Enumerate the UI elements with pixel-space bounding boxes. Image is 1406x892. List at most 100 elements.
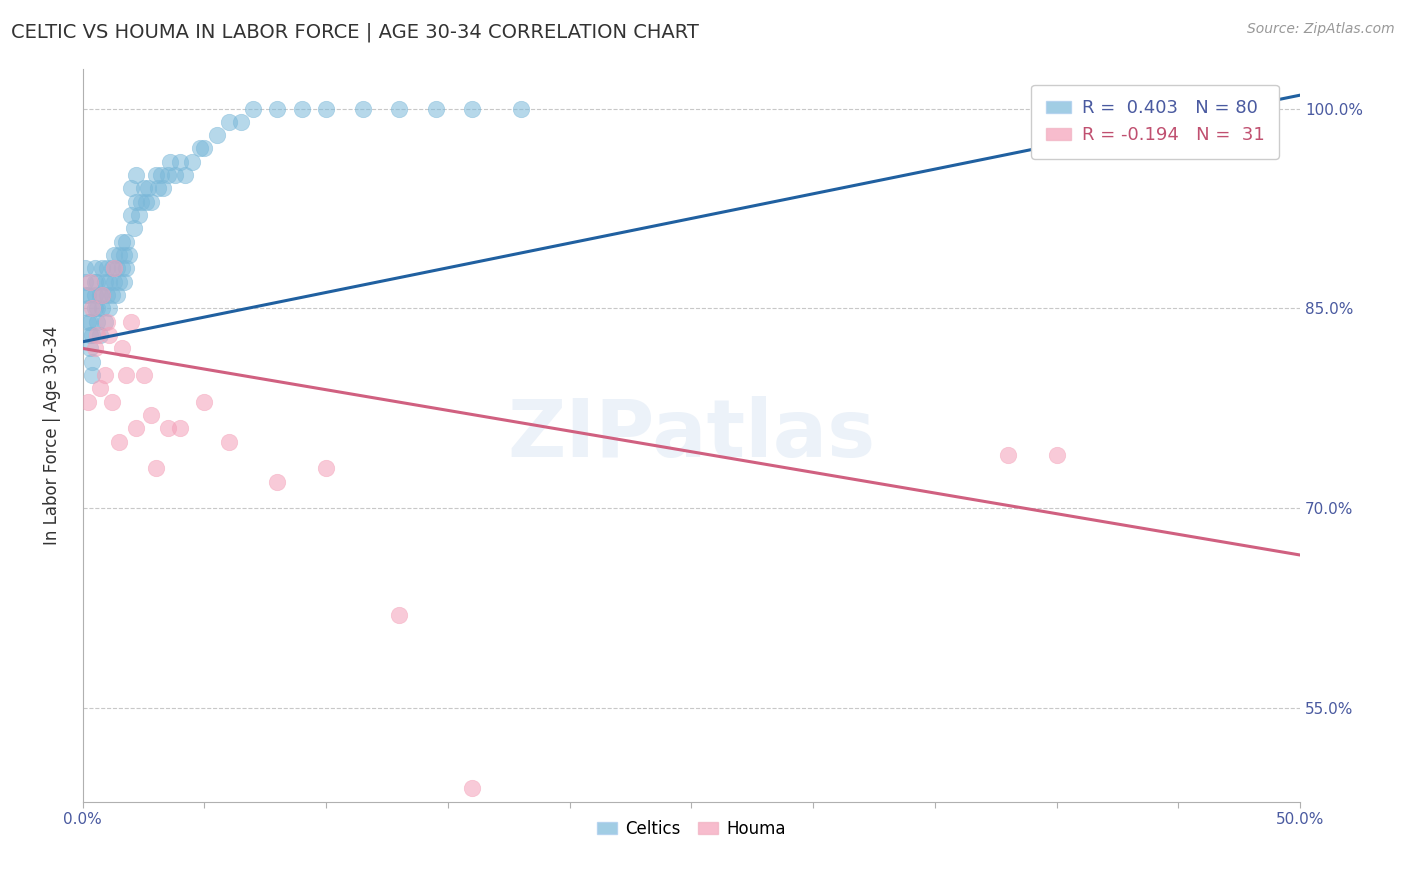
Text: CELTIC VS HOUMA IN LABOR FORCE | AGE 30-34 CORRELATION CHART: CELTIC VS HOUMA IN LABOR FORCE | AGE 30-… (11, 22, 699, 42)
Point (112, 248, 135, 262)
Point (79, 315, 101, 329)
Point (98, 328, 121, 343)
Point (108, 248, 131, 262)
Point (75, 808, 97, 822)
Point (120, 208, 142, 222)
Point (98, 301, 121, 316)
Point (110, 342, 132, 356)
Point (145, 168, 167, 182)
Point (152, 181, 174, 195)
Point (315, 461, 337, 475)
Point (188, 141, 211, 155)
Point (83, 342, 105, 356)
Point (352, 102, 374, 116)
Point (315, 102, 337, 116)
Point (129, 194, 152, 209)
Point (76, 301, 98, 316)
Point (103, 261, 125, 276)
Point (132, 368, 155, 382)
Point (103, 275, 125, 289)
Point (122, 221, 145, 235)
Point (103, 248, 125, 262)
Point (156, 421, 179, 435)
Point (91, 301, 114, 316)
Point (425, 102, 447, 116)
Point (75, 261, 97, 276)
Point (96, 288, 118, 302)
Point (83, 301, 105, 316)
Y-axis label: In Labor Force | Age 30-34: In Labor Force | Age 30-34 (44, 326, 60, 545)
Point (79, 328, 101, 343)
Point (96, 261, 118, 276)
Point (96, 315, 118, 329)
Text: ZIPatlas: ZIPatlas (508, 396, 876, 474)
Point (125, 194, 148, 209)
Point (108, 275, 131, 289)
Point (112, 275, 135, 289)
Point (115, 261, 138, 276)
Point (105, 288, 128, 302)
Point (79, 275, 101, 289)
Point (93, 368, 115, 382)
Point (86, 315, 108, 329)
Point (101, 288, 124, 302)
Point (98, 275, 121, 289)
Point (266, 102, 288, 116)
Point (108, 434, 131, 449)
Point (388, 102, 411, 116)
Point (997, 448, 1019, 462)
Point (79, 342, 101, 356)
Point (242, 102, 264, 116)
Point (110, 235, 132, 249)
Point (89, 381, 111, 395)
Point (120, 315, 142, 329)
Point (169, 154, 191, 169)
Point (174, 168, 197, 182)
Point (266, 475, 288, 489)
Point (76, 288, 98, 302)
Point (86, 275, 108, 289)
Point (205, 128, 228, 143)
Point (83, 275, 105, 289)
Point (105, 261, 128, 276)
Point (110, 261, 132, 276)
Point (461, 781, 484, 796)
Legend: Celtics, Houma: Celtics, Houma (591, 814, 792, 845)
Point (132, 181, 155, 195)
Point (86, 301, 108, 316)
Point (291, 102, 314, 116)
Text: Source: ZipAtlas.com: Source: ZipAtlas.com (1247, 22, 1395, 37)
Point (82, 355, 104, 369)
Point (115, 235, 138, 249)
Point (149, 168, 172, 182)
Point (82, 368, 104, 382)
Point (93, 275, 115, 289)
Point (156, 168, 179, 182)
Point (75, 275, 97, 289)
Point (125, 421, 148, 435)
Point (125, 168, 148, 182)
Point (139, 194, 162, 209)
Point (91, 288, 114, 302)
Point (101, 261, 124, 276)
Point (509, 102, 531, 116)
Point (89, 288, 111, 302)
Point (118, 248, 141, 262)
Point (135, 194, 157, 209)
Point (93, 315, 115, 329)
Point (461, 102, 484, 116)
Point (159, 154, 181, 169)
Point (91, 261, 114, 276)
Point (1045, 448, 1067, 462)
Point (128, 208, 150, 222)
Point (89, 328, 111, 343)
Point (218, 434, 240, 449)
Point (193, 141, 215, 155)
Point (193, 394, 215, 409)
Point (82, 301, 104, 316)
Point (83, 261, 105, 276)
Point (139, 408, 162, 422)
Point (165, 168, 187, 182)
Point (101, 394, 124, 409)
Point (76, 394, 98, 409)
